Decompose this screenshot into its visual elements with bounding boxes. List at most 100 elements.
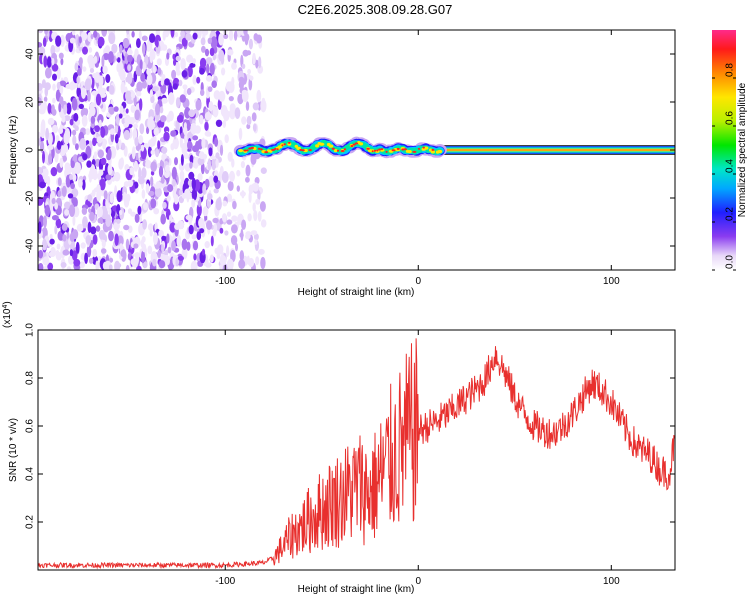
heatmap-noise-blob [44, 30, 48, 35]
heatmap-noise-blob [89, 211, 95, 222]
heatmap-noise-blob [258, 56, 262, 69]
signal-blob [354, 142, 359, 145]
heatmap-noise-blob [210, 36, 218, 50]
heatmap-noise-blob [157, 67, 162, 76]
heatmap-noise-blob [63, 131, 70, 145]
heatmap-noise-blob [155, 103, 160, 116]
heatmap-noise-blob [124, 114, 131, 126]
heatmap-noise-blob [88, 257, 94, 264]
heatmap-noise-blob [238, 127, 243, 141]
colorbar [712, 30, 736, 270]
heatmap-noise-blob [102, 261, 109, 270]
heatmap-noise-blob [41, 119, 46, 130]
heatmap-noise-blob [98, 229, 105, 240]
heatmap-noise-blob [98, 169, 104, 176]
y-tick-label: -20 [25, 190, 36, 205]
heatmap-noise-blob [207, 158, 211, 171]
heatmap-noise-blob [66, 266, 72, 270]
heatmap-noise-blob [172, 53, 176, 60]
heatmap-noise-blob [57, 190, 62, 198]
heatmap-noise-blob [136, 38, 141, 49]
heatmap-noise-blob [231, 62, 237, 70]
heatmap-noise-blob [234, 107, 241, 119]
heatmap-noise-blob [60, 34, 65, 47]
heatmap-noise-blob [226, 258, 234, 270]
heatmap-noise-blob [124, 90, 132, 102]
heatmap-noise-blob [204, 48, 210, 57]
heatmap-noise-blob [49, 233, 53, 240]
heatmap-noise-blob [248, 257, 255, 268]
heatmap-noise-blob [49, 238, 55, 245]
heatmap-noise-blob [125, 264, 130, 270]
y-tick-label: -40 [25, 238, 36, 253]
heatmap-noise-blob [236, 185, 240, 192]
heatmap-noise-blob [117, 57, 121, 63]
heatmap-noise-blob [231, 224, 238, 234]
x-tick-label: 100 [603, 576, 620, 587]
heatmap-noise-blob [97, 149, 105, 159]
heatmap-noise-blob [99, 178, 106, 191]
heatmap-noise-blob [51, 197, 56, 205]
heatmap-noise-blob [133, 123, 139, 129]
heatmap-noise-blob [221, 171, 229, 183]
heatmap-noise-blob [249, 75, 254, 81]
heatmap-noise-blob [188, 171, 195, 180]
heatmap-noise-blob [125, 238, 130, 251]
heatmap-noise-blob [168, 110, 174, 122]
heatmap-noise-blob [150, 161, 157, 173]
heatmap-noise-blob [218, 33, 225, 46]
heatmap-noise-blob [167, 184, 174, 193]
heatmap-noise-blob [77, 67, 82, 76]
heatmap-noise-blob [149, 229, 153, 237]
heatmap-noise-blob [69, 174, 73, 180]
heatmap-noise-blob [69, 249, 74, 257]
heatmap-noise-blob [222, 200, 228, 207]
heatmap-noise-blob [215, 198, 222, 211]
heatmap-noise-blob [166, 233, 170, 244]
heatmap-noise-blob [64, 201, 71, 210]
heatmap-noise-blob [43, 265, 49, 270]
heatmap-noise-blob [224, 230, 229, 236]
heatmap-noise-blob [149, 89, 153, 98]
signal-blob [407, 150, 412, 154]
heatmap-noise-blob [87, 221, 92, 233]
heatmap-noise-blob [141, 80, 147, 89]
heatmap-noise-blob [143, 202, 148, 211]
heatmap-noise-blob [53, 45, 61, 53]
heatmap-noise-blob [207, 193, 213, 200]
heatmap-noise-region [38, 30, 267, 270]
heatmap-noise-blob [38, 30, 44, 34]
heatmap-noise-blob [223, 33, 229, 40]
heatmap-noise-blob [171, 69, 177, 80]
heatmap-noise-blob [143, 143, 149, 149]
signal-blob [250, 146, 254, 149]
heatmap-noise-blob [213, 188, 219, 194]
heatmap-noise-blob [245, 101, 250, 111]
heatmap-noise-blob [213, 223, 218, 234]
heatmap-noise-blob [189, 180, 193, 188]
heatmap-noise-blob [42, 150, 45, 164]
heatmap-noise-blob [152, 64, 156, 75]
heatmap-noise-blob [111, 43, 118, 54]
colorbar-tick-label: 0.4 [725, 159, 736, 173]
heatmap-noise-blob [102, 53, 110, 61]
signal-blob [352, 143, 356, 146]
heatmap-noise-blob [43, 168, 49, 177]
heatmap-noise-blob [177, 255, 184, 261]
heatmap-noise-blob [164, 30, 171, 36]
heatmap-noise-blob [160, 79, 164, 86]
heatmap-noise-blob [174, 223, 181, 230]
heatmap-noise-blob [56, 140, 62, 150]
heatmap-noise-blob [42, 101, 47, 111]
heatmap-noise-blob [192, 58, 196, 64]
heatmap-noise-blob [248, 78, 253, 91]
heatmap-noise-blob [146, 45, 151, 52]
heatmap-noise-blob [232, 200, 237, 210]
heatmap-noise-blob [61, 185, 67, 197]
heatmap-noise-blob [237, 218, 242, 225]
heatmap-noise-blob [167, 246, 172, 254]
heatmap-noise-blob [56, 81, 61, 90]
y-tick-label: 0.6 [25, 419, 36, 433]
heatmap-noise-blob [205, 57, 213, 65]
